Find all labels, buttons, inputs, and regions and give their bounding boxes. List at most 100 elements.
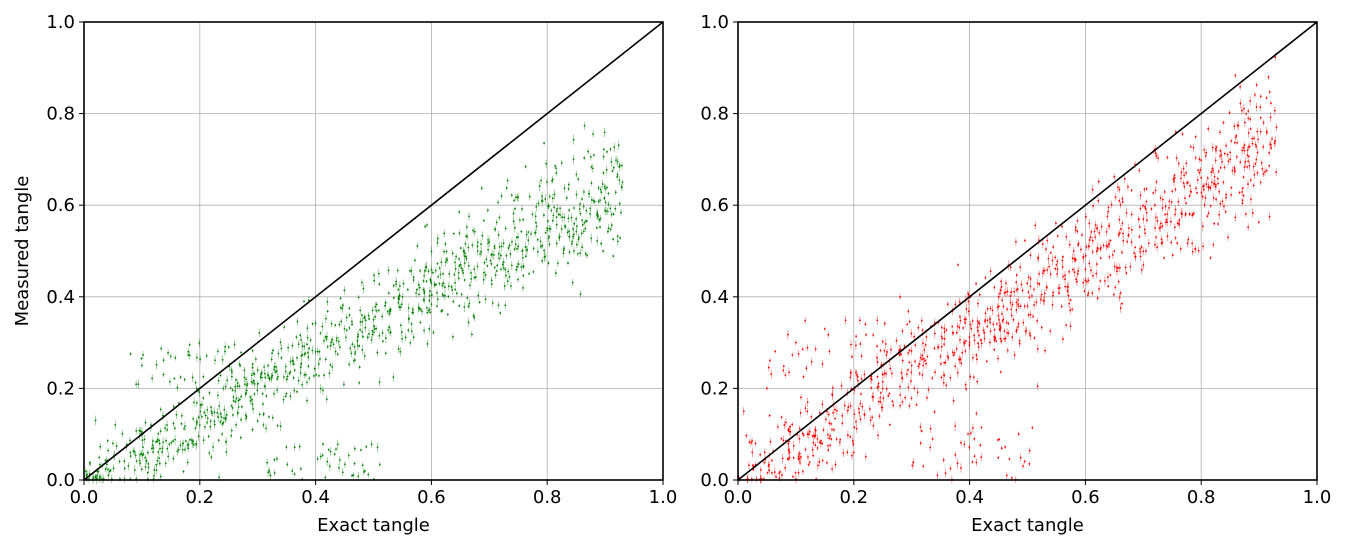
data-point-left-24 [442,271,444,277]
data-point-right-1049 [956,458,959,469]
data-point-left-553 [363,352,366,360]
data-point-right-290 [868,405,871,413]
data-point-left-81 [165,437,167,445]
data-point-right-354 [785,417,787,427]
data-point-right-14 [939,353,942,360]
data-point-right-1106 [899,344,902,355]
data-point-right-463 [967,289,969,298]
data-point-left-630 [568,249,571,255]
x-tick-label-left-4: 0.8 [533,487,562,508]
data-point-right-165 [818,457,821,467]
data-point-left-226 [157,431,160,436]
data-point-right-278 [1152,190,1155,196]
data-point-left-1042 [266,458,268,467]
data-point-left-484 [329,362,332,367]
data-point-right-776 [1115,263,1118,273]
data-point-right-432 [922,361,925,370]
data-point-left-1041 [361,462,364,468]
data-point-left-143 [485,255,488,264]
data-point-left-977 [411,305,414,313]
data-point-left-45 [159,406,162,412]
data-point-left-280 [531,211,534,218]
data-point-left-572 [490,276,493,284]
data-point-left-116 [486,207,489,214]
data-point-left-984 [373,272,375,279]
data-point-right-99 [1097,197,1100,204]
data-point-right-264 [1090,229,1093,235]
data-point-left-466 [339,343,341,351]
data-point-left-197 [589,205,592,212]
data-point-left-652 [211,409,214,417]
data-point-left-62 [560,224,563,234]
data-point-left-342 [422,286,425,293]
data-point-left-754 [472,312,475,319]
data-point-left-170 [607,200,610,208]
data-point-right-293 [934,368,936,376]
data-point-left-761 [462,268,465,277]
data-point-right-1057 [949,465,952,472]
data-point-right-256 [1230,192,1233,198]
data-point-right-678 [1121,301,1123,306]
data-point-left-575 [378,377,381,387]
data-point-right-492 [1183,183,1186,191]
data-point-left-866 [387,326,390,334]
data-point-right-689 [1100,222,1103,231]
data-point-left-141 [500,267,502,272]
data-point-right-728 [1233,122,1236,131]
data-point-right-1010 [806,397,809,407]
data-point-left-625 [187,440,190,449]
data-point-left-479 [373,324,375,328]
data-point-right-1098 [860,352,863,360]
data-point-left-296 [600,189,603,196]
data-point-right-852 [1204,152,1207,160]
data-point-right-1071 [929,443,932,452]
data-point-left-892 [532,245,535,252]
data-point-right-103 [918,359,921,369]
data-point-left-139 [192,441,195,449]
data-point-left-5 [169,353,172,360]
data-point-right-32 [1200,175,1203,180]
data-point-left-51 [256,385,259,395]
data-point-right-797 [1247,158,1250,165]
data-point-left-797 [217,348,219,355]
data-point-left-216 [230,404,233,408]
data-point-right-495 [997,311,1000,320]
data-point-right-804 [1003,289,1006,297]
data-point-right-741 [1109,273,1112,277]
data-point-left-160 [614,205,617,212]
data-point-left-174 [421,307,423,316]
data-point-left-25 [459,260,462,269]
data-point-right-860 [1144,202,1146,211]
data-point-right-963 [1179,244,1182,253]
data-point-left-135 [225,447,228,457]
data-point-left-762 [510,281,512,291]
data-point-left-766 [585,207,588,214]
data-point-right-975 [955,330,958,336]
data-point-right-815 [954,362,957,370]
data-point-right-625 [996,303,999,312]
data-point-left-982 [92,474,94,485]
data-point-left-26 [476,246,479,256]
data-point-left-461 [450,284,453,290]
data-point-left-779 [512,208,515,218]
data-point-left-816 [188,437,191,442]
data-point-left-603 [184,446,186,453]
data-point-left-895 [325,395,328,404]
data-point-left-324 [400,328,403,337]
data-point-right-830 [1107,241,1110,248]
data-point-left-206 [273,390,275,398]
data-point-left-378 [231,388,234,392]
data-point-right-672 [869,415,872,426]
data-point-left-720 [487,245,489,254]
data-point-left-853 [232,412,234,418]
data-point-right-964 [1142,203,1144,209]
data-point-right-633 [1108,254,1111,260]
data-point-left-909 [118,458,121,464]
data-point-left-1023 [592,153,595,157]
data-point-right-577 [1156,243,1159,252]
data-point-right-635 [818,440,821,445]
data-point-right-671 [1114,193,1117,201]
data-point-right-1075 [954,451,957,459]
data-point-left-419 [182,469,185,474]
data-point-left-489 [209,418,212,424]
